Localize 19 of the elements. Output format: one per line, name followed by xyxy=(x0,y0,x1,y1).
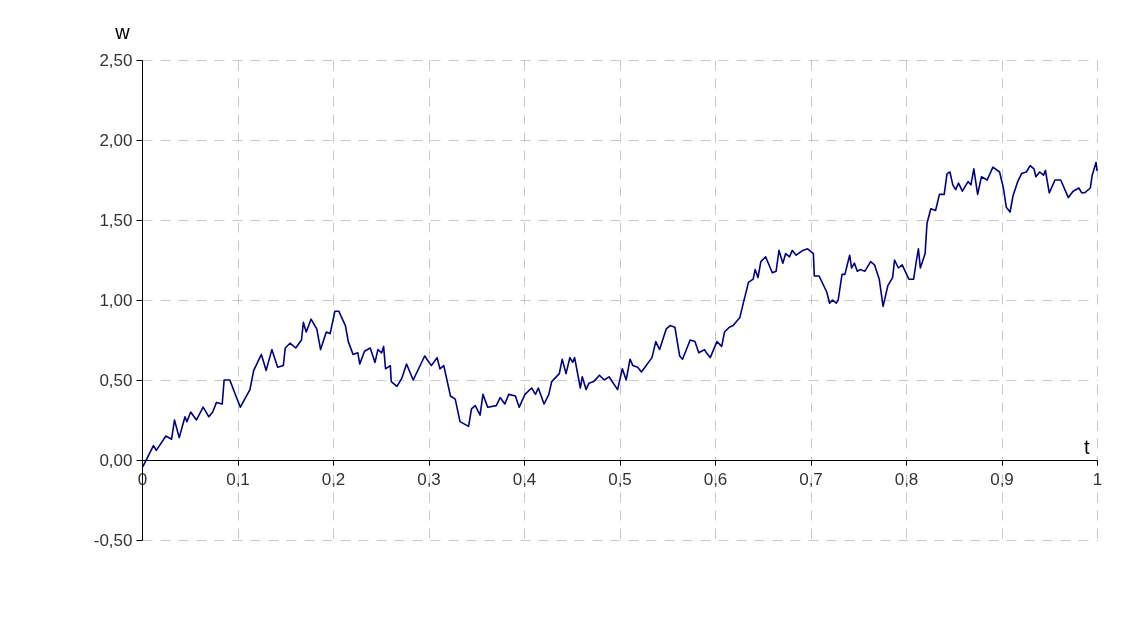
y-tick-label: 1,50 xyxy=(99,210,133,230)
x-tick-label: 0,5 xyxy=(608,469,632,489)
y-axis-title: w xyxy=(114,20,131,43)
x-tick-label: 0,4 xyxy=(512,469,537,489)
y-tick-label: 0,00 xyxy=(99,450,133,470)
x-tick-label: 1 xyxy=(1092,469,1103,489)
x-tick-label: 0,3 xyxy=(417,469,441,489)
x-tick-label: 0,6 xyxy=(703,469,728,489)
y-tick-label: 2,50 xyxy=(99,50,133,70)
y-tick-label: 1,00 xyxy=(99,290,133,310)
y-tick-label: 2,00 xyxy=(99,130,133,150)
x-tick-label: 0,2 xyxy=(321,469,346,489)
x-axis-title: t xyxy=(1083,435,1090,458)
x-tick-label: 0,8 xyxy=(894,469,919,489)
x-tick-label: 0,1 xyxy=(226,469,250,489)
y-tick-label: 0,50 xyxy=(99,370,133,390)
x-tick-label: 0,9 xyxy=(990,469,1014,489)
x-tick-label: 0,7 xyxy=(799,469,823,489)
y-tick-label: -0,50 xyxy=(93,530,133,550)
